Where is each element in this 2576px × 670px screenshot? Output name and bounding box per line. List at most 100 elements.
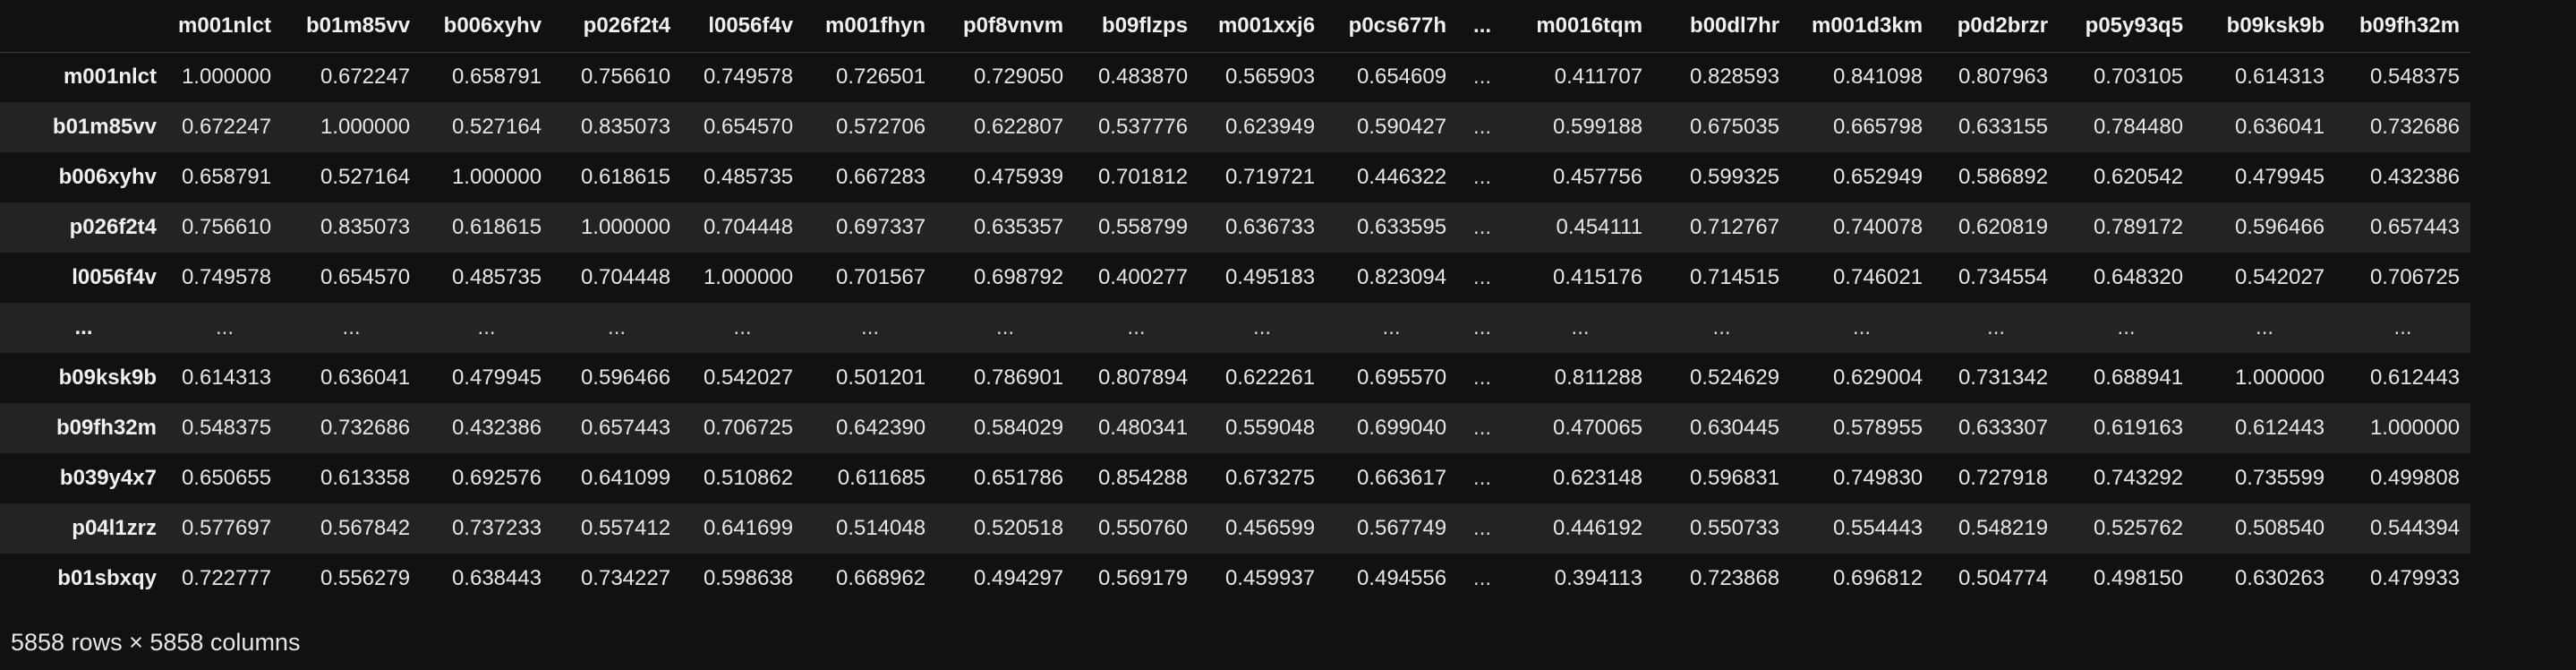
table-cell: 0.703105 [2093, 64, 2184, 90]
column-header: b006xyhv [421, 0, 553, 53]
table-cell: 0.665798 [1832, 115, 1923, 139]
table-cell: 0.722777 [181, 566, 272, 590]
table-cell: 0.789172 [2093, 215, 2184, 239]
table-cell-ellipsis: ... [733, 315, 752, 339]
table-cell: 0.811288 [1554, 365, 1643, 390]
table-cell: 0.740078 [1832, 215, 1923, 239]
row-index-label: b01sbxqy [57, 566, 157, 590]
table-cell: 0.590427 [1356, 115, 1447, 139]
table-cell: 0.650655 [181, 466, 272, 490]
table-cell: 0.598638 [703, 566, 794, 590]
table-cell: 0.638443 [451, 566, 542, 590]
column-header: b09ksk9b [2194, 0, 2336, 53]
table-cell: 0.654570 [703, 115, 794, 139]
table-cell-ellipsis: ... [1473, 265, 1492, 289]
table-row: b006xyhv 0.658791 0.527164 1.000000 0.618615… [0, 152, 2471, 202]
table-cell: 0.479945 [2234, 165, 2325, 189]
table-cell: 0.619163 [2093, 416, 2184, 440]
table-cell-ellipsis: ... [477, 315, 496, 339]
table-cell: 0.835073 [580, 115, 671, 139]
table-cell: 0.807894 [1097, 365, 1189, 390]
dataframe-table: m001nlct b01m85vv b006xyhv p026f2t4 l0056f4v… [0, 0, 2471, 590]
table-cell: 0.542027 [703, 365, 794, 390]
table-cell: 0.651786 [973, 466, 1064, 490]
table-cell-ellipsis: ... [1987, 315, 2006, 339]
table-cell: 0.620819 [1958, 215, 2049, 239]
table-cell: 0.623949 [1224, 115, 1316, 139]
table-cell: 0.749578 [181, 265, 272, 289]
table-cell-ellipsis: ... [1712, 315, 1731, 339]
table-cell: 0.658791 [181, 165, 272, 189]
table-cell: 0.524629 [1689, 365, 1780, 390]
table-cell: 0.596466 [2234, 215, 2325, 239]
table-cell: 0.749578 [703, 64, 794, 90]
table-cell: 0.706725 [2369, 265, 2461, 289]
table-cell: 0.623148 [1552, 466, 1643, 490]
table-cell: 0.479933 [2369, 566, 2461, 590]
table-cell: 0.675035 [1689, 115, 1780, 139]
table-cell: 0.714515 [1689, 265, 1780, 289]
table-cell-ellipsis: ... [861, 315, 880, 339]
column-header-ellipsis: ... [1457, 0, 1508, 53]
table-cell: 0.828593 [1689, 64, 1780, 90]
table-cell: 0.557412 [580, 516, 671, 540]
table-cell: 1.000000 [2369, 416, 2461, 440]
table-cell: 0.756610 [181, 215, 272, 239]
table-cell: 0.727918 [1958, 466, 2049, 490]
table-cell: 0.459937 [1224, 566, 1316, 590]
table-cell: 0.673275 [1224, 466, 1316, 490]
table-cell: 0.501201 [835, 365, 926, 390]
table-cell: 0.542027 [2234, 265, 2325, 289]
table-cell: 0.510862 [703, 466, 794, 490]
table-cell: 0.630445 [1689, 416, 1780, 440]
row-index-label: p04l1zrz [72, 516, 157, 540]
table-cell: 0.565903 [1224, 64, 1316, 90]
table-cell: 0.614313 [2234, 64, 2325, 90]
table-cell: 0.599325 [1689, 165, 1780, 189]
table-cell: 0.550760 [1097, 516, 1189, 540]
table-cell: 0.470065 [1552, 416, 1643, 440]
table-cell: 0.835073 [320, 215, 411, 239]
table-cell: 0.611685 [837, 466, 926, 490]
table-row: l0056f4v 0.749578 0.654570 0.485735 0.704448… [0, 253, 2471, 303]
column-header: p05y93q5 [2059, 0, 2195, 53]
table-cell: 0.672247 [320, 64, 411, 90]
table-cell: 0.400277 [1097, 265, 1189, 289]
table-cell-ellipsis: ... [2117, 315, 2136, 339]
table-cell-ellipsis: ... [1473, 516, 1492, 540]
table-cell: 0.537776 [1097, 115, 1189, 139]
table-row: b09fh32m 0.548375 0.732686 0.432386 0.657443… [0, 403, 2471, 453]
table-cell: 0.699040 [1356, 416, 1447, 440]
column-header: p0f8vnvm [936, 0, 1075, 53]
table-cell: 0.577697 [181, 516, 272, 540]
table-cell-ellipsis: ... [1473, 466, 1492, 490]
table-cell: 0.411707 [1554, 64, 1643, 90]
table-cell: 0.633307 [1958, 416, 2049, 440]
table-cell: 0.618615 [451, 215, 542, 239]
row-index-label: b039y4x7 [59, 466, 157, 490]
table-cell: 0.704448 [580, 265, 671, 289]
table-cell-ellipsis: ... [1473, 115, 1492, 139]
table-cell: 0.657443 [2369, 215, 2461, 239]
table-cell: 0.695570 [1356, 365, 1447, 390]
table-cell: 0.734554 [1958, 265, 2049, 289]
table-cell: 0.697337 [835, 215, 926, 239]
table-cell-ellipsis: ... [1473, 165, 1492, 189]
table-cell: 0.672247 [181, 115, 272, 139]
table-row: p026f2t4 0.756610 0.835073 0.618615 1.000000… [0, 202, 2471, 253]
table-cell: 0.572706 [835, 115, 926, 139]
header-row: m001nlct b01m85vv b006xyhv p026f2t4 l0056f4v… [0, 0, 2471, 53]
table-cell: 0.456599 [1224, 516, 1316, 540]
shape-summary: 5858 rows × 5858 columns [11, 629, 301, 656]
table-row: m001nlct 1.000000 0.672247 0.658791 0.756610… [0, 52, 2471, 102]
table-cell: 0.841098 [1832, 64, 1923, 90]
column-header: m001nlct [167, 0, 283, 53]
column-header: m0016tqm [1507, 0, 1654, 53]
table-cell: 0.544394 [2369, 516, 2461, 540]
table-cell: 0.692576 [451, 466, 542, 490]
table-cell: 0.732686 [2369, 115, 2461, 139]
table-cell: 0.495183 [1224, 265, 1316, 289]
table-cell: 0.654609 [1356, 64, 1447, 90]
table-cell: 0.636041 [2234, 115, 2325, 139]
table-cell: 0.749830 [1832, 466, 1923, 490]
